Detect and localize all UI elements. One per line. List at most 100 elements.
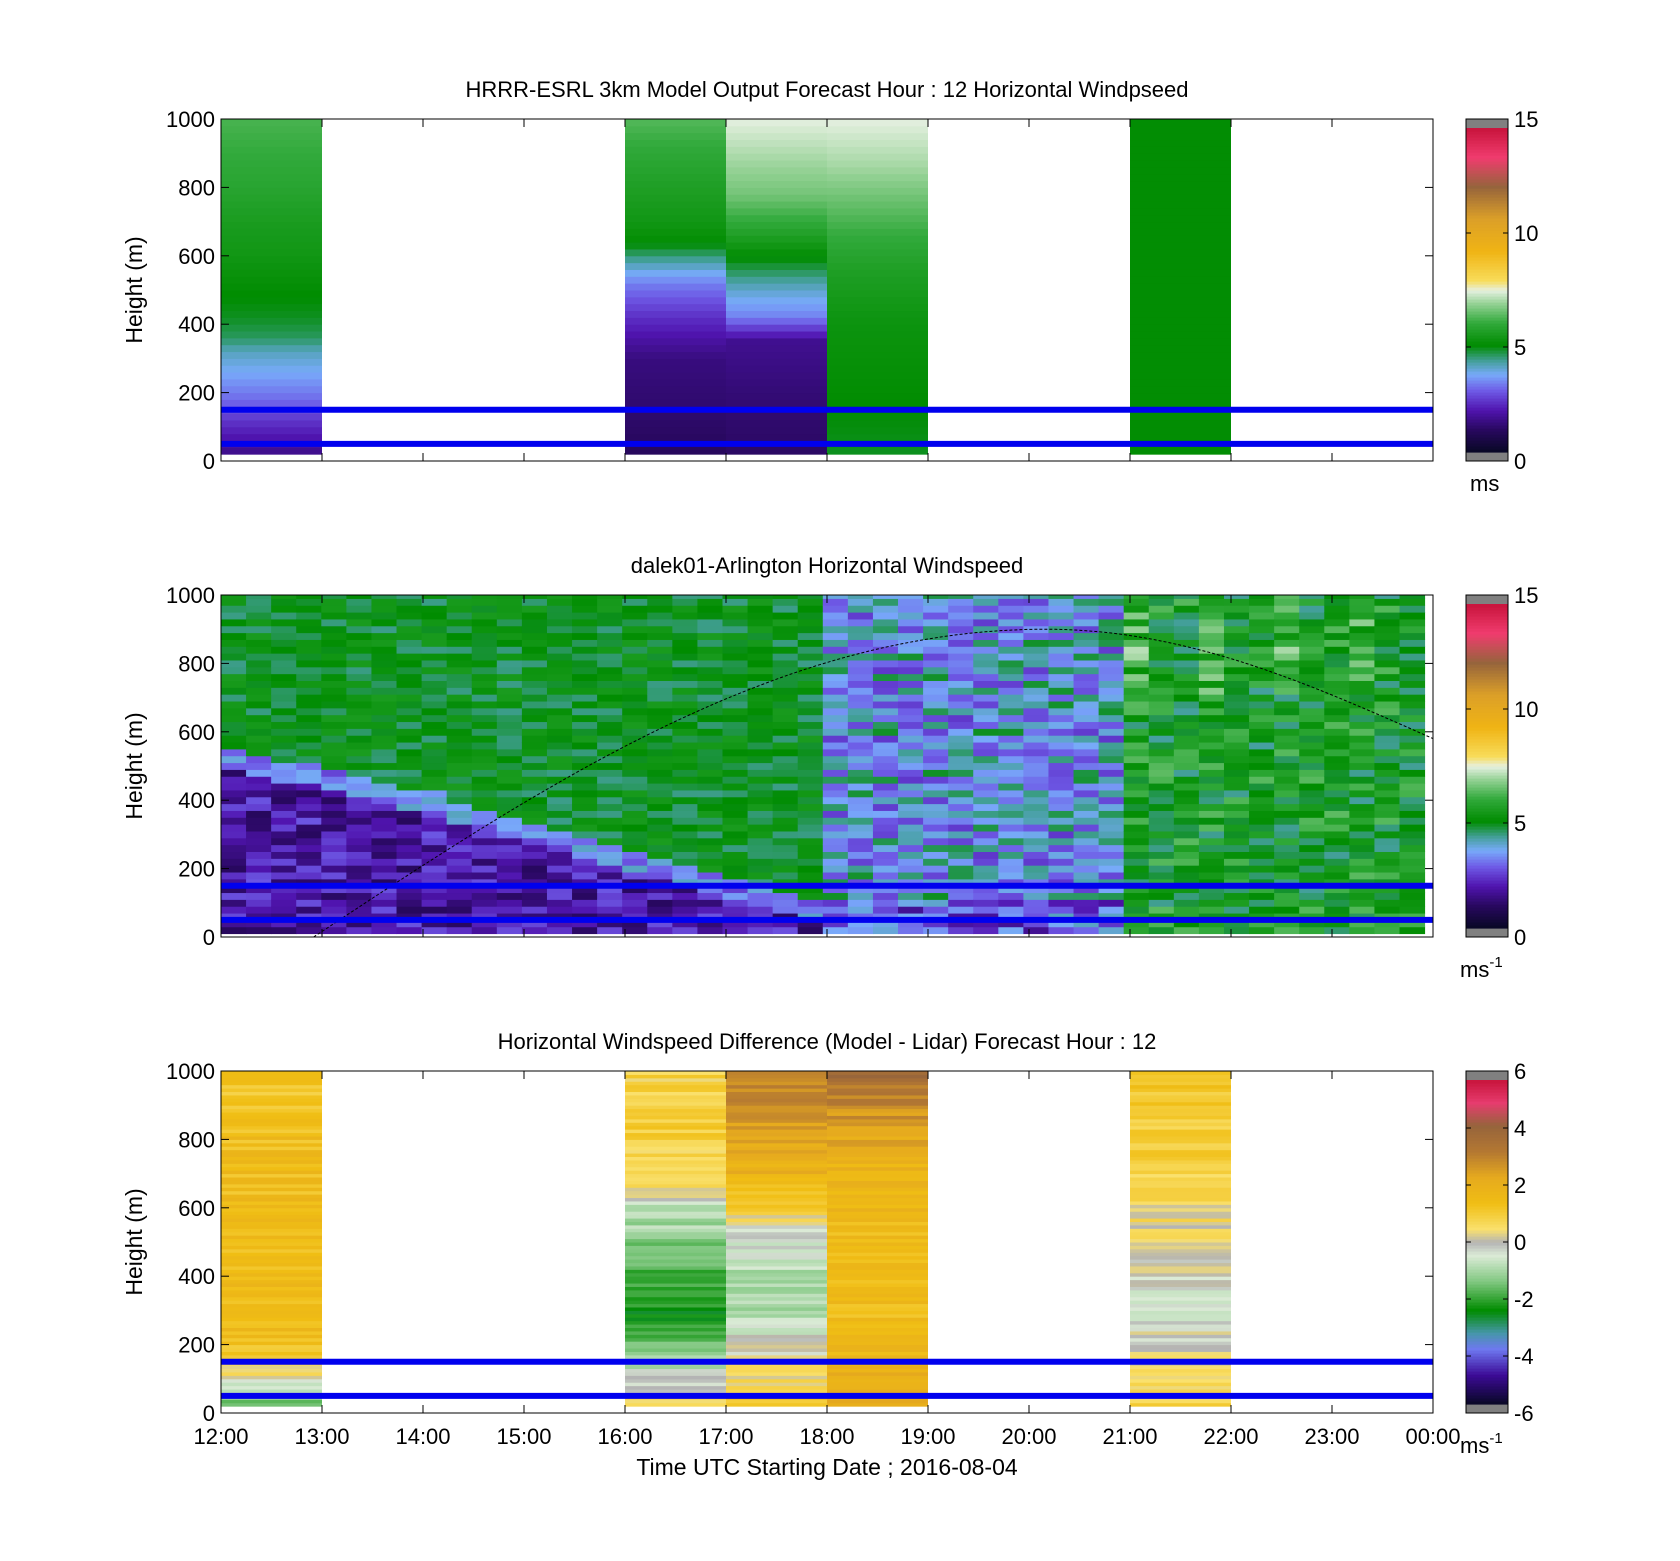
heatmap-cell bbox=[346, 625, 372, 634]
heatmap-cell bbox=[973, 595, 999, 599]
heatmap-cell bbox=[872, 595, 899, 599]
heatmap-cell bbox=[371, 919, 398, 928]
heatmap-cell bbox=[496, 865, 523, 873]
heatmap-cell bbox=[221, 1238, 322, 1243]
heatmap-cell bbox=[421, 789, 448, 798]
colorbar-swatch bbox=[1466, 769, 1508, 773]
colorbar-swatch bbox=[1466, 287, 1508, 291]
heatmap-cell bbox=[923, 824, 949, 832]
heatmap-cell bbox=[797, 926, 824, 935]
heatmap-cell bbox=[371, 851, 398, 859]
heatmap-cell bbox=[722, 817, 749, 825]
heatmap-cell bbox=[948, 830, 974, 839]
heatmap-cell bbox=[827, 1341, 928, 1346]
colorbar-swatch bbox=[1466, 1380, 1508, 1384]
heatmap-cell bbox=[597, 755, 623, 764]
heatmap-cell bbox=[722, 919, 749, 928]
heatmap-cell bbox=[246, 755, 272, 764]
heatmap-cell bbox=[1374, 769, 1401, 777]
heatmap-cell bbox=[1399, 666, 1426, 675]
heatmap-cell bbox=[471, 721, 498, 729]
heatmap-cell bbox=[1130, 1139, 1231, 1144]
heatmap-cell bbox=[822, 659, 849, 668]
heatmap-cell bbox=[772, 701, 799, 709]
heatmap-cell bbox=[1130, 1306, 1231, 1311]
heatmap-cell bbox=[546, 796, 573, 805]
colorbar-swatch bbox=[1466, 350, 1508, 354]
heatmap-cell bbox=[496, 899, 523, 907]
heatmap-cell bbox=[421, 872, 448, 880]
colorbar-tick-label: 15 bbox=[1514, 107, 1538, 132]
heatmap-cell bbox=[221, 1337, 322, 1342]
heatmap-cell bbox=[847, 899, 874, 907]
heatmap-cell bbox=[1130, 187, 1231, 195]
heatmap-cell bbox=[697, 769, 723, 777]
heatmap-cell bbox=[625, 1317, 726, 1322]
heatmap-cell bbox=[948, 666, 974, 675]
heatmap-cell bbox=[847, 742, 874, 750]
heatmap-cell bbox=[1130, 447, 1231, 455]
colorbar-swatch bbox=[1466, 763, 1508, 767]
heatmap-cell bbox=[1349, 653, 1375, 661]
heatmap-cell bbox=[1098, 776, 1125, 784]
heatmap-cell bbox=[396, 728, 423, 736]
heatmap-cell bbox=[221, 851, 247, 859]
heatmap-cell bbox=[722, 742, 749, 750]
heatmap-cell bbox=[471, 776, 498, 784]
heatmap-cell bbox=[898, 701, 924, 709]
heatmap-cell bbox=[948, 694, 974, 702]
heatmap-cell bbox=[625, 324, 726, 332]
heatmap-cell bbox=[271, 598, 297, 606]
heatmap-cell bbox=[1349, 721, 1375, 729]
heatmap-cell bbox=[827, 207, 928, 216]
heatmap-cell bbox=[672, 796, 698, 805]
heatmap-cell bbox=[872, 858, 899, 866]
heatmap-cell bbox=[546, 595, 573, 599]
heatmap-cell bbox=[1123, 646, 1150, 654]
heatmap-cell bbox=[421, 878, 448, 887]
heatmap-cell bbox=[847, 851, 874, 859]
heatmap-cell bbox=[296, 735, 322, 743]
heatmap-cell bbox=[296, 748, 322, 757]
heatmap-cell bbox=[827, 317, 928, 325]
heatmap-cell bbox=[421, 639, 448, 647]
heatmap-cell bbox=[1249, 844, 1275, 852]
heatmap-cell bbox=[296, 906, 322, 914]
heatmap-cell bbox=[847, 595, 874, 599]
heatmap-cell bbox=[772, 632, 799, 640]
heatmap-cell bbox=[546, 701, 573, 709]
heatmap-cell bbox=[346, 776, 372, 784]
heatmap-cell bbox=[572, 810, 598, 818]
heatmap-cell bbox=[948, 595, 974, 599]
heatmap-cell bbox=[371, 810, 398, 818]
heatmap-cell bbox=[271, 844, 297, 852]
heatmap-cell bbox=[271, 605, 297, 613]
heatmap-cell bbox=[546, 605, 573, 613]
heatmap-cell bbox=[827, 1074, 928, 1079]
heatmap-cell bbox=[221, 1204, 322, 1209]
colorbar-swatch bbox=[1466, 275, 1508, 279]
heatmap-cell bbox=[1130, 1399, 1231, 1404]
heatmap-cell bbox=[1098, 639, 1125, 647]
heatmap-cell bbox=[973, 612, 999, 620]
heatmap-cell bbox=[625, 1081, 726, 1086]
colorbar-swatch bbox=[1466, 844, 1508, 848]
heatmap-cell bbox=[221, 433, 322, 441]
heatmap-cell bbox=[496, 858, 523, 866]
heatmap-cell bbox=[1249, 701, 1275, 709]
heatmap-cell bbox=[1023, 837, 1049, 846]
colorbar-swatch bbox=[1466, 1323, 1508, 1327]
colorbar-swatch bbox=[1466, 604, 1508, 608]
heatmap-cell bbox=[697, 837, 723, 846]
heatmap-cell bbox=[827, 324, 928, 332]
heatmap-cell bbox=[827, 1368, 928, 1373]
heatmap-cell bbox=[625, 426, 726, 435]
heatmap-cell bbox=[1148, 639, 1175, 647]
heatmap-cell bbox=[622, 721, 648, 729]
heatmap-cell bbox=[1399, 926, 1426, 935]
heatmap-cell bbox=[321, 612, 347, 620]
heatmap-cell bbox=[1399, 625, 1426, 634]
heatmap-cell bbox=[1399, 646, 1426, 654]
heatmap-cell bbox=[1073, 605, 1100, 613]
heatmap-cell bbox=[1148, 605, 1175, 613]
